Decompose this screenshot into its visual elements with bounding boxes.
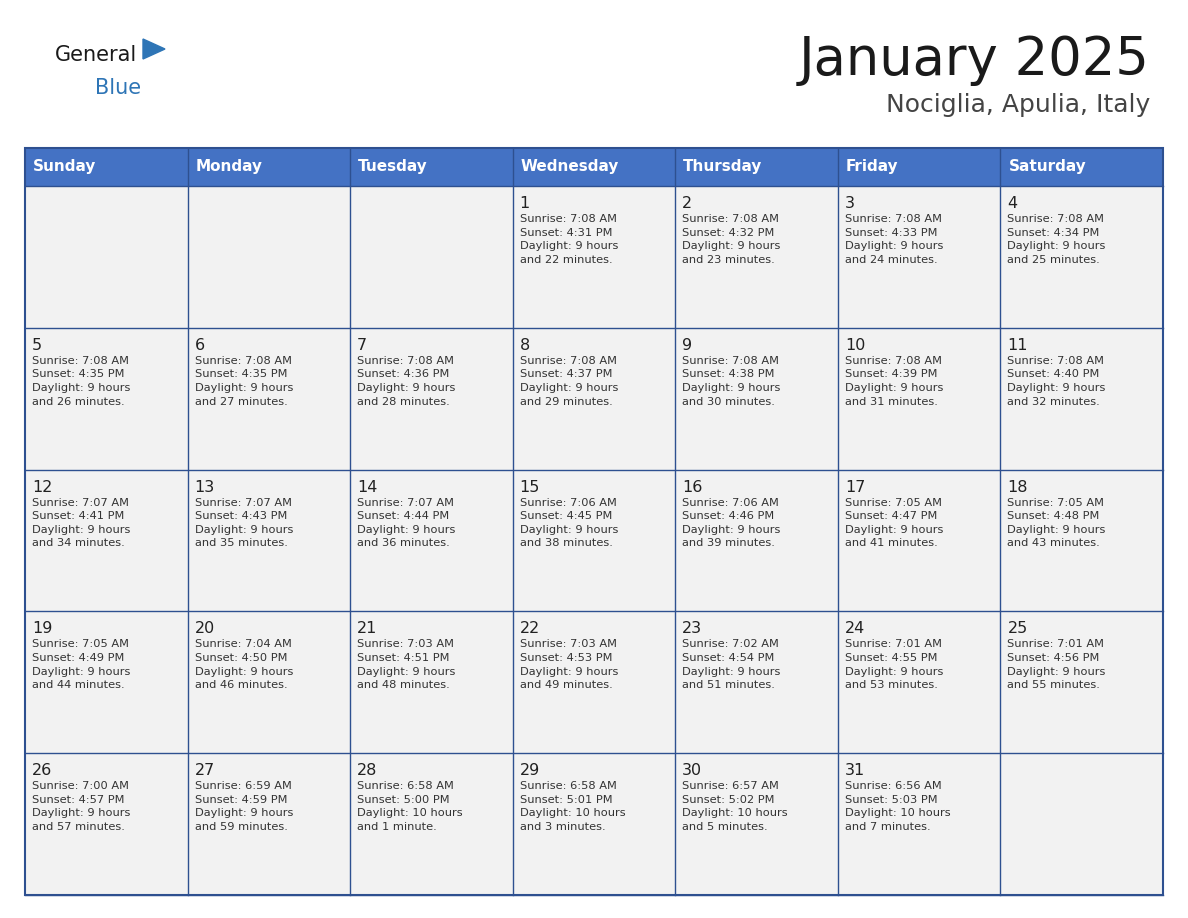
Text: 30: 30 [682, 763, 702, 778]
Text: Thursday: Thursday [683, 160, 763, 174]
Text: Sunrise: 7:08 AM
Sunset: 4:35 PM
Daylight: 9 hours
and 27 minutes.: Sunrise: 7:08 AM Sunset: 4:35 PM Dayligh… [195, 356, 293, 407]
Bar [513, 148, 675, 186]
Text: 21: 21 [358, 621, 378, 636]
Bar [25, 328, 1163, 470]
Text: 9: 9 [682, 338, 693, 353]
Text: 1: 1 [519, 196, 530, 211]
Text: Sunrise: 7:03 AM
Sunset: 4:51 PM
Daylight: 9 hours
and 48 minutes.: Sunrise: 7:03 AM Sunset: 4:51 PM Dayligh… [358, 640, 455, 690]
Text: 22: 22 [519, 621, 541, 636]
Text: Monday: Monday [196, 160, 263, 174]
Text: Sunrise: 7:00 AM
Sunset: 4:57 PM
Daylight: 9 hours
and 57 minutes.: Sunrise: 7:00 AM Sunset: 4:57 PM Dayligh… [32, 781, 131, 832]
Text: Friday: Friday [846, 160, 898, 174]
Text: 3: 3 [845, 196, 855, 211]
Bar [350, 148, 513, 186]
Text: 7: 7 [358, 338, 367, 353]
Text: Sunrise: 7:07 AM
Sunset: 4:44 PM
Daylight: 9 hours
and 36 minutes.: Sunrise: 7:07 AM Sunset: 4:44 PM Dayligh… [358, 498, 455, 548]
Bar [25, 470, 1163, 611]
Text: Sunrise: 7:05 AM
Sunset: 4:48 PM
Daylight: 9 hours
and 43 minutes.: Sunrise: 7:05 AM Sunset: 4:48 PM Dayligh… [1007, 498, 1106, 548]
Text: 20: 20 [195, 621, 215, 636]
Text: 28: 28 [358, 763, 378, 778]
Text: Sunrise: 7:01 AM
Sunset: 4:56 PM
Daylight: 9 hours
and 55 minutes.: Sunrise: 7:01 AM Sunset: 4:56 PM Dayligh… [1007, 640, 1106, 690]
Text: 27: 27 [195, 763, 215, 778]
Text: Sunrise: 7:07 AM
Sunset: 4:41 PM
Daylight: 9 hours
and 34 minutes.: Sunrise: 7:07 AM Sunset: 4:41 PM Dayligh… [32, 498, 131, 548]
Text: 12: 12 [32, 479, 52, 495]
Bar [188, 148, 350, 186]
Text: Sunrise: 7:08 AM
Sunset: 4:31 PM
Daylight: 9 hours
and 22 minutes.: Sunrise: 7:08 AM Sunset: 4:31 PM Dayligh… [519, 214, 618, 264]
Text: 23: 23 [682, 621, 702, 636]
Text: 18: 18 [1007, 479, 1028, 495]
Text: 2: 2 [682, 196, 693, 211]
Text: 4: 4 [1007, 196, 1018, 211]
Text: Sunrise: 7:05 AM
Sunset: 4:49 PM
Daylight: 9 hours
and 44 minutes.: Sunrise: 7:05 AM Sunset: 4:49 PM Dayligh… [32, 640, 131, 690]
Text: Sunrise: 6:58 AM
Sunset: 5:01 PM
Daylight: 10 hours
and 3 minutes.: Sunrise: 6:58 AM Sunset: 5:01 PM Dayligh… [519, 781, 625, 832]
Bar [25, 611, 1163, 753]
Text: Sunrise: 7:08 AM
Sunset: 4:35 PM
Daylight: 9 hours
and 26 minutes.: Sunrise: 7:08 AM Sunset: 4:35 PM Dayligh… [32, 356, 131, 407]
Text: Saturday: Saturday [1009, 160, 1086, 174]
Text: Sunrise: 7:08 AM
Sunset: 4:33 PM
Daylight: 9 hours
and 24 minutes.: Sunrise: 7:08 AM Sunset: 4:33 PM Dayligh… [845, 214, 943, 264]
Text: Sunrise: 7:01 AM
Sunset: 4:55 PM
Daylight: 9 hours
and 53 minutes.: Sunrise: 7:01 AM Sunset: 4:55 PM Dayligh… [845, 640, 943, 690]
Text: Tuesday: Tuesday [358, 160, 428, 174]
Text: Sunrise: 7:08 AM
Sunset: 4:40 PM
Daylight: 9 hours
and 32 minutes.: Sunrise: 7:08 AM Sunset: 4:40 PM Dayligh… [1007, 356, 1106, 407]
Text: Sunrise: 7:08 AM
Sunset: 4:39 PM
Daylight: 9 hours
and 31 minutes.: Sunrise: 7:08 AM Sunset: 4:39 PM Dayligh… [845, 356, 943, 407]
Text: Sunrise: 7:04 AM
Sunset: 4:50 PM
Daylight: 9 hours
and 46 minutes.: Sunrise: 7:04 AM Sunset: 4:50 PM Dayligh… [195, 640, 293, 690]
Text: 6: 6 [195, 338, 204, 353]
Text: Nociglia, Apulia, Italy: Nociglia, Apulia, Italy [886, 93, 1150, 117]
Bar [25, 753, 1163, 895]
Text: Sunrise: 7:08 AM
Sunset: 4:32 PM
Daylight: 9 hours
and 23 minutes.: Sunrise: 7:08 AM Sunset: 4:32 PM Dayligh… [682, 214, 781, 264]
Text: Sunrise: 7:06 AM
Sunset: 4:46 PM
Daylight: 9 hours
and 39 minutes.: Sunrise: 7:06 AM Sunset: 4:46 PM Dayligh… [682, 498, 781, 548]
Bar [25, 148, 1163, 895]
Text: Sunrise: 7:08 AM
Sunset: 4:37 PM
Daylight: 9 hours
and 29 minutes.: Sunrise: 7:08 AM Sunset: 4:37 PM Dayligh… [519, 356, 618, 407]
Bar [25, 186, 1163, 328]
Text: 17: 17 [845, 479, 865, 495]
Text: 8: 8 [519, 338, 530, 353]
Bar [25, 148, 188, 186]
Text: Sunrise: 7:08 AM
Sunset: 4:36 PM
Daylight: 9 hours
and 28 minutes.: Sunrise: 7:08 AM Sunset: 4:36 PM Dayligh… [358, 356, 455, 407]
Text: Sunrise: 7:08 AM
Sunset: 4:34 PM
Daylight: 9 hours
and 25 minutes.: Sunrise: 7:08 AM Sunset: 4:34 PM Dayligh… [1007, 214, 1106, 264]
Bar [1000, 148, 1163, 186]
Text: Sunrise: 7:07 AM
Sunset: 4:43 PM
Daylight: 9 hours
and 35 minutes.: Sunrise: 7:07 AM Sunset: 4:43 PM Dayligh… [195, 498, 293, 548]
Text: 13: 13 [195, 479, 215, 495]
Text: Wednesday: Wednesday [520, 160, 619, 174]
Text: 26: 26 [32, 763, 52, 778]
Text: Sunrise: 7:08 AM
Sunset: 4:38 PM
Daylight: 9 hours
and 30 minutes.: Sunrise: 7:08 AM Sunset: 4:38 PM Dayligh… [682, 356, 781, 407]
Bar [675, 148, 838, 186]
Text: 11: 11 [1007, 338, 1028, 353]
Bar [838, 148, 1000, 186]
Text: Sunrise: 7:03 AM
Sunset: 4:53 PM
Daylight: 9 hours
and 49 minutes.: Sunrise: 7:03 AM Sunset: 4:53 PM Dayligh… [519, 640, 618, 690]
Text: 10: 10 [845, 338, 865, 353]
Text: General: General [55, 45, 138, 65]
Text: Sunrise: 6:56 AM
Sunset: 5:03 PM
Daylight: 10 hours
and 7 minutes.: Sunrise: 6:56 AM Sunset: 5:03 PM Dayligh… [845, 781, 950, 832]
Text: 25: 25 [1007, 621, 1028, 636]
Text: Sunrise: 7:06 AM
Sunset: 4:45 PM
Daylight: 9 hours
and 38 minutes.: Sunrise: 7:06 AM Sunset: 4:45 PM Dayligh… [519, 498, 618, 548]
Text: 5: 5 [32, 338, 42, 353]
Text: Blue: Blue [95, 78, 141, 98]
Text: 24: 24 [845, 621, 865, 636]
Text: Sunrise: 7:02 AM
Sunset: 4:54 PM
Daylight: 9 hours
and 51 minutes.: Sunrise: 7:02 AM Sunset: 4:54 PM Dayligh… [682, 640, 781, 690]
Text: Sunrise: 6:59 AM
Sunset: 4:59 PM
Daylight: 9 hours
and 59 minutes.: Sunrise: 6:59 AM Sunset: 4:59 PM Dayligh… [195, 781, 293, 832]
Text: Sunrise: 6:57 AM
Sunset: 5:02 PM
Daylight: 10 hours
and 5 minutes.: Sunrise: 6:57 AM Sunset: 5:02 PM Dayligh… [682, 781, 788, 832]
Text: 14: 14 [358, 479, 378, 495]
Text: January 2025: January 2025 [800, 34, 1150, 86]
Text: 29: 29 [519, 763, 541, 778]
Text: 31: 31 [845, 763, 865, 778]
Polygon shape [143, 39, 165, 59]
Text: Sunrise: 6:58 AM
Sunset: 5:00 PM
Daylight: 10 hours
and 1 minute.: Sunrise: 6:58 AM Sunset: 5:00 PM Dayligh… [358, 781, 463, 832]
Text: 16: 16 [682, 479, 702, 495]
Text: Sunday: Sunday [33, 160, 96, 174]
Text: 15: 15 [519, 479, 541, 495]
Text: Sunrise: 7:05 AM
Sunset: 4:47 PM
Daylight: 9 hours
and 41 minutes.: Sunrise: 7:05 AM Sunset: 4:47 PM Dayligh… [845, 498, 943, 548]
Text: 19: 19 [32, 621, 52, 636]
